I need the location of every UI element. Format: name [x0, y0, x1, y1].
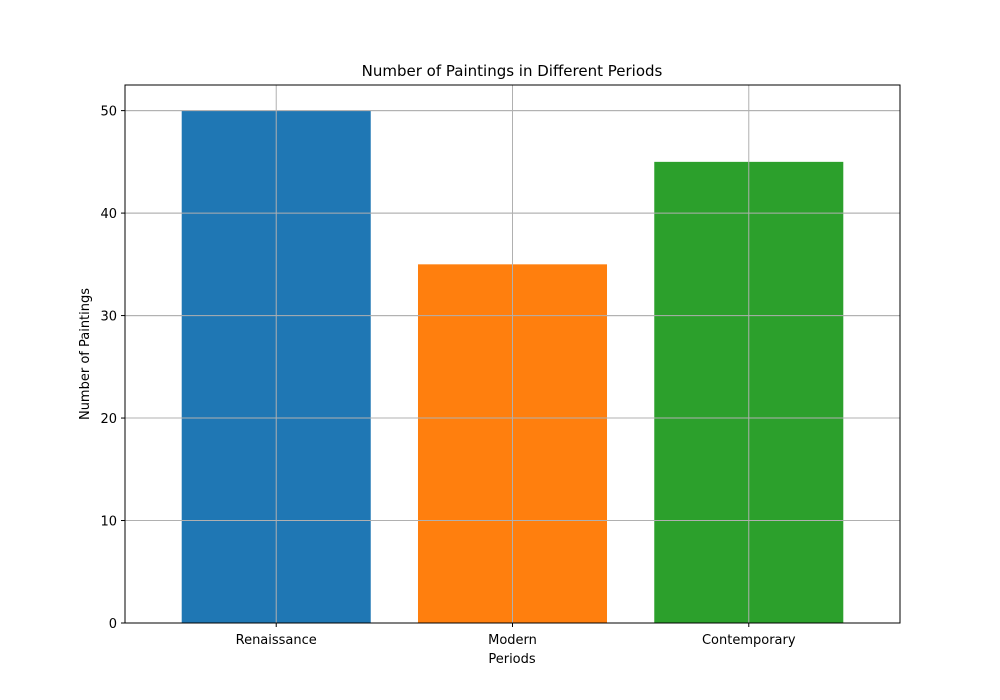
x-axis-label: Periods [488, 652, 536, 667]
y-axis-label: Number of Paintings [78, 288, 93, 420]
x-tick-label: Renaissance [236, 633, 317, 648]
y-tick-label: 50 [100, 105, 117, 120]
x-tick-label: Contemporary [702, 633, 796, 648]
y-tick-label: 30 [100, 310, 117, 325]
y-tick-label: 40 [100, 207, 117, 222]
y-tick-label: 0 [109, 617, 117, 632]
y-tick-label: 10 [100, 515, 117, 530]
x-tick-label: Modern [488, 633, 537, 648]
x-axis-ticks: Renaissance Modern Contemporary [236, 623, 796, 648]
chart-title: Number of Paintings in Different Periods [362, 62, 663, 80]
y-tick-label: 20 [100, 412, 117, 427]
y-axis-ticks: 0 10 20 30 40 50 [100, 105, 125, 632]
